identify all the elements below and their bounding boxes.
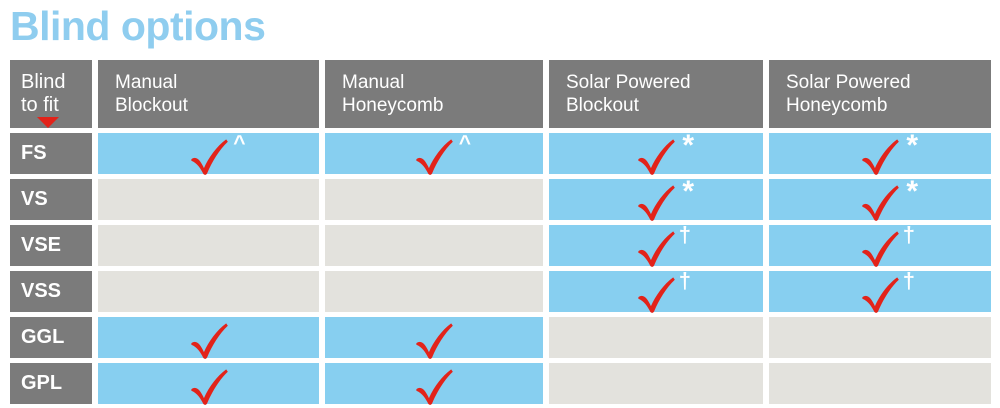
checkmark-icon [416,138,453,175]
column-header-manual-honeycomb: Manual Honeycomb [325,60,543,128]
row-label: GGL [10,317,92,358]
availability-cell-empty [98,179,319,220]
checkmark: * [637,176,694,221]
availability-cell-checked: † [549,223,763,267]
column-header-solar-powered-honeycomb: Solar Powered Honeycomb [769,60,991,128]
checkmark-icon [190,368,228,405]
availability-cell-empty [325,225,543,266]
row-label: VSE [10,225,92,266]
checkmark-icon [638,230,675,267]
checkmark-icon [416,322,453,359]
checkmark [415,320,453,359]
availability-cell-empty [549,363,763,404]
footnote-marker: † [678,267,691,293]
availability-cell-empty [769,363,991,404]
checkmark [190,366,228,405]
checkmark [190,320,228,359]
footnote-marker: * [682,174,694,208]
checkmark-icon [638,276,675,313]
footnote-marker: † [678,221,691,247]
checkmark: † [861,269,915,313]
availability-cell-checked [98,317,319,359]
row-label: VSS [10,271,92,312]
column-header-line2: Blockout [115,95,188,116]
column-header-line1: Manual [342,72,405,93]
checkmark-icon [862,138,899,175]
availability-cell-checked: * [549,176,763,221]
checkmark: * [861,130,918,175]
footnote-marker: * [906,174,918,208]
checkmark-icon [416,368,453,405]
availability-cell-empty [769,317,991,358]
availability-cell-checked: * [769,130,991,175]
footnote-marker: ^ [458,131,471,155]
checkmark: ^ [190,133,246,175]
column-header-solar-powered-blockout: Solar Powered Blockout [549,60,763,128]
availability-cell-checked: † [549,269,763,313]
column-header-manual-blockout: Manual Blockout [98,60,319,128]
footnote-marker: * [682,128,694,162]
column-header-line2: Honeycomb [786,95,888,116]
footnote-marker: ^ [233,131,246,155]
checkmark-icon [190,138,228,175]
footnote-marker: * [906,128,918,162]
checkmark-icon [862,230,899,267]
availability-cell-checked: * [549,130,763,175]
checkmark: † [637,223,691,267]
checkmark-icon [862,184,899,221]
column-header-line2: Blockout [566,95,639,116]
availability-cell-checked: ^ [98,133,319,175]
column-header-line1: Solar Powered [566,72,691,93]
checkmark [415,366,453,405]
availability-cell-empty [98,225,319,266]
column-header-line2: Honeycomb [342,95,444,116]
row-label: VS [10,179,92,220]
checkmark: † [637,269,691,313]
page-title: Blind options [10,3,266,49]
blind-options-table: Blind to fit Manual Blockout Manual Hone… [10,60,991,405]
row-label: GPL [10,363,92,404]
availability-cell-checked: † [769,223,991,267]
availability-cell-empty [325,271,543,312]
checkmark-icon [638,184,675,221]
footnote-marker: † [902,267,915,293]
checkmark: * [861,176,918,221]
availability-cell-checked: * [769,176,991,221]
availability-cell-checked: † [769,269,991,313]
availability-cell-checked [325,363,543,405]
availability-cell-empty [325,179,543,220]
availability-cell-checked: ^ [325,133,543,175]
availability-cell-checked [325,317,543,359]
checkmark-icon [190,322,228,359]
checkmark-icon [862,276,899,313]
checkmark: * [637,130,694,175]
availability-cell-empty [549,317,763,358]
column-header-line1: Solar Powered [786,72,911,93]
footnote-marker: † [902,221,915,247]
corner-header-line1: Blind [21,71,66,93]
checkmark-icon [638,138,675,175]
checkmark: † [861,223,915,267]
corner-header-line2: to fit [21,94,59,116]
column-header-line1: Manual [115,72,178,93]
availability-cell-empty [98,271,319,312]
availability-cell-checked [98,363,319,405]
arrow-down-icon [37,117,59,128]
checkmark: ^ [415,133,471,175]
corner-header-blind-to-fit: Blind to fit [10,60,92,128]
row-label: FS [10,133,92,174]
